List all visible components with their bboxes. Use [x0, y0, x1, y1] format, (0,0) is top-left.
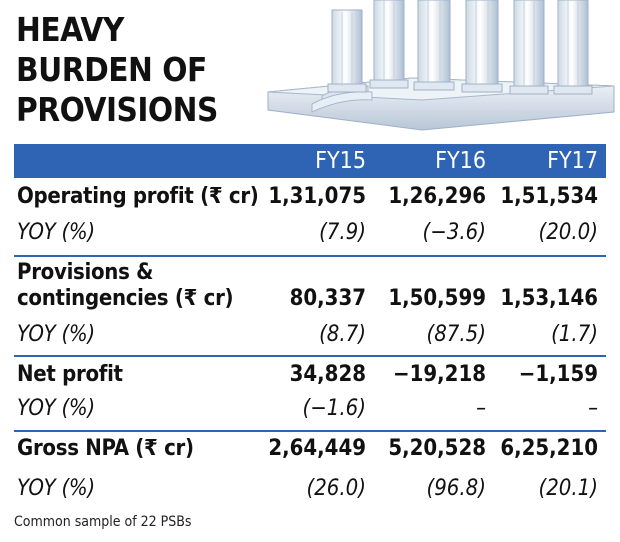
column-header-fy16: FY16 — [435, 148, 486, 174]
headline-line-2: BURDEN OF — [16, 50, 207, 89]
cell-fy17: −1,159 — [518, 362, 598, 387]
footnote: Common sample of 22 PSBs — [14, 514, 192, 530]
row-label: Provisions & — [17, 260, 154, 285]
cell-fy17: 1,51,534 — [500, 184, 598, 209]
row-label: YOY (%) — [17, 476, 95, 501]
cell-fy16: – — [476, 396, 486, 421]
cell-fy17: (20.0) — [538, 220, 598, 245]
cell-fy16: 1,26,296 — [388, 184, 486, 209]
cell-fy15: 2,64,449 — [268, 436, 366, 461]
section-divider — [14, 355, 606, 357]
row-label: contingencies (₹ cr) — [17, 286, 234, 311]
cell-fy15: (7.9) — [319, 220, 366, 245]
cell-fy16: (−3.6) — [422, 220, 487, 245]
row-label: YOY (%) — [17, 322, 95, 347]
cell-fy15: (8.7) — [319, 322, 366, 347]
headline-line-1: HEAVY — [16, 10, 124, 49]
column-header-fy17: FY17 — [547, 148, 598, 174]
bank-pillars-illustration-icon — [267, 0, 615, 131]
column-header-fy15: FY15 — [315, 148, 366, 174]
cell-fy17: 6,25,210 — [500, 436, 598, 461]
row-label: Operating profit (₹ cr) — [17, 184, 259, 209]
section-divider — [14, 430, 606, 432]
headline: HEAVY BURDEN OF PROVISIONS — [16, 10, 218, 130]
row-label: Net profit — [17, 362, 123, 387]
cell-fy15: (−1.6) — [302, 396, 367, 421]
cell-fy17: 1,53,146 — [500, 286, 598, 311]
cell-fy15: 1,31,075 — [268, 184, 366, 209]
headline-line-3: PROVISIONS — [16, 90, 218, 129]
cell-fy16: (96.8) — [426, 476, 486, 501]
row-label: YOY (%) — [17, 220, 95, 245]
row-label: YOY (%) — [17, 396, 95, 421]
cell-fy17: (1.7) — [551, 322, 598, 347]
section-divider — [14, 255, 606, 257]
cell-fy17: – — [588, 396, 598, 421]
cell-fy15: (26.0) — [306, 476, 366, 501]
cell-fy16: 5,20,528 — [388, 436, 486, 461]
cell-fy15: 80,337 — [289, 286, 366, 311]
cell-fy16: −19,218 — [393, 362, 486, 387]
cell-fy16: (87.5) — [426, 322, 486, 347]
cell-fy15: 34,828 — [289, 362, 366, 387]
row-label: Gross NPA (₹ cr) — [17, 436, 194, 461]
cell-fy17: (20.1) — [538, 476, 598, 501]
cell-fy16: 1,50,599 — [388, 286, 486, 311]
column-header-bar: FY15 FY16 FY17 — [14, 144, 606, 178]
